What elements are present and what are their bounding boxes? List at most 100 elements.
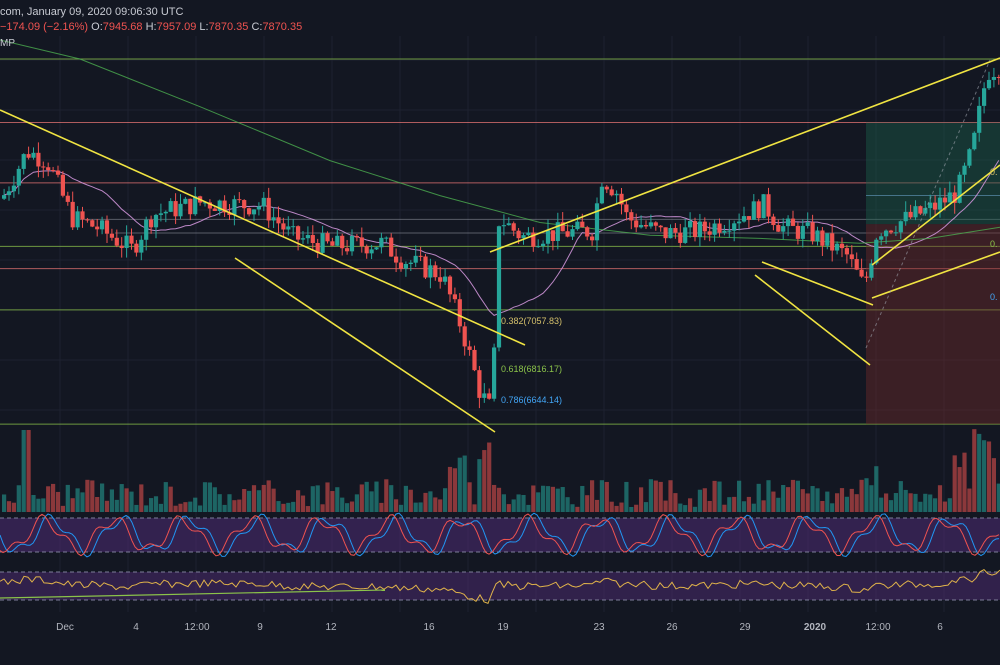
volume-bar: [609, 501, 614, 512]
volume-bar: [879, 497, 884, 512]
volume-bar: [300, 495, 306, 512]
candle-body: [202, 202, 208, 204]
volume-bar: [937, 485, 943, 512]
candle-body: [149, 219, 154, 228]
candle-body: [673, 227, 678, 233]
candle-body: [874, 239, 879, 264]
volume-bar: [908, 493, 913, 512]
candle-body: [335, 235, 340, 246]
candle-body: [658, 225, 663, 228]
candle-body: [222, 200, 227, 213]
volume-bar: [217, 494, 222, 512]
volume-bar: [438, 499, 443, 512]
volume-bar: [933, 498, 938, 512]
volume-bar: [830, 503, 835, 512]
candle-body: [2, 195, 7, 199]
candle-body: [712, 223, 717, 235]
volume-bar: [447, 466, 453, 512]
volume-bar: [173, 505, 178, 512]
candle-body: [756, 201, 761, 219]
time-axis-label: 23: [593, 622, 605, 633]
candle-body: [751, 201, 756, 220]
candle-body: [986, 79, 992, 89]
volume-bar: [506, 504, 511, 512]
candle-body: [741, 216, 747, 222]
volume-bar: [786, 487, 791, 512]
volume-bar: [109, 489, 114, 512]
candle-body: [771, 216, 776, 226]
candle-body: [413, 255, 418, 263]
high-value: 7957.09: [156, 21, 197, 33]
candle-body: [408, 262, 413, 264]
volume-bar: [149, 498, 154, 512]
candle-body: [908, 211, 913, 218]
candle-body: [506, 223, 511, 226]
candle-body: [354, 236, 359, 238]
candle-body: [639, 225, 644, 228]
volume-bar: [648, 479, 653, 512]
volume-bar: [31, 494, 36, 512]
candle-body: [75, 211, 80, 228]
volume-bar: [668, 480, 673, 512]
candle-body: [575, 221, 580, 230]
candle-body: [389, 237, 394, 257]
candle-body: [70, 201, 75, 228]
candle-body: [859, 269, 864, 277]
candle-body: [839, 243, 845, 249]
candle-body: [678, 232, 683, 243]
candle-body: [467, 346, 472, 350]
volume-bar: [766, 480, 771, 512]
close-key: C:: [251, 21, 263, 33]
volume-bar: [271, 488, 276, 512]
candle-body: [65, 195, 70, 202]
candle-body: [31, 152, 36, 158]
volume-bar: [193, 497, 198, 512]
candle-body: [717, 223, 722, 233]
volume-bar: [345, 503, 350, 512]
volume-bar: [462, 455, 467, 512]
candle-body: [923, 208, 928, 214]
volume-bar: [594, 499, 600, 512]
volume-bar: [795, 480, 800, 512]
candle-body: [815, 230, 820, 242]
volume-bar: [982, 440, 987, 512]
volume-bar: [16, 485, 21, 512]
volume-bar: [536, 492, 541, 512]
moving-averages-layer: [0, 39, 1000, 316]
candle-body: [991, 77, 996, 80]
ohlc-readout: −174.09 (−2.16%) O:7945.68 H:7957.09 L:7…: [0, 20, 302, 34]
open-value: 7945.68: [102, 21, 143, 33]
volume-bar: [11, 502, 16, 512]
candle-body: [394, 256, 399, 263]
volume-bar: [457, 457, 462, 512]
candle-body: [893, 232, 898, 234]
volume-bar: [771, 491, 776, 512]
volume-bar: [643, 502, 649, 512]
volume-bar: [379, 502, 384, 512]
candle-body: [251, 209, 257, 215]
volume-bar: [810, 486, 815, 512]
volume-bar: [854, 494, 859, 512]
volume-bar: [859, 479, 864, 512]
volume-bar: [389, 485, 394, 512]
candle-body: [276, 217, 281, 224]
candle-body: [737, 221, 742, 224]
volume-bar: [619, 502, 624, 512]
time-axis-layer: Dec 4 12:00 9 12 16 19 23 26 29 2020 12:00 6: [56, 622, 943, 633]
candle-body: [531, 232, 536, 247]
candle-body: [457, 299, 462, 327]
volume-bar: [947, 498, 952, 512]
volume-bar: [212, 487, 217, 512]
candle-body: [962, 165, 967, 175]
candle-body: [305, 235, 310, 239]
candle-body: [193, 196, 198, 215]
candle-body: [609, 189, 614, 196]
volume-bar: [825, 491, 830, 512]
volume-bar: [104, 500, 110, 512]
indicator-label: MP: [0, 38, 15, 49]
volume-bar: [531, 485, 536, 512]
trendline: [234, 257, 496, 433]
volume-bar: [227, 494, 232, 512]
